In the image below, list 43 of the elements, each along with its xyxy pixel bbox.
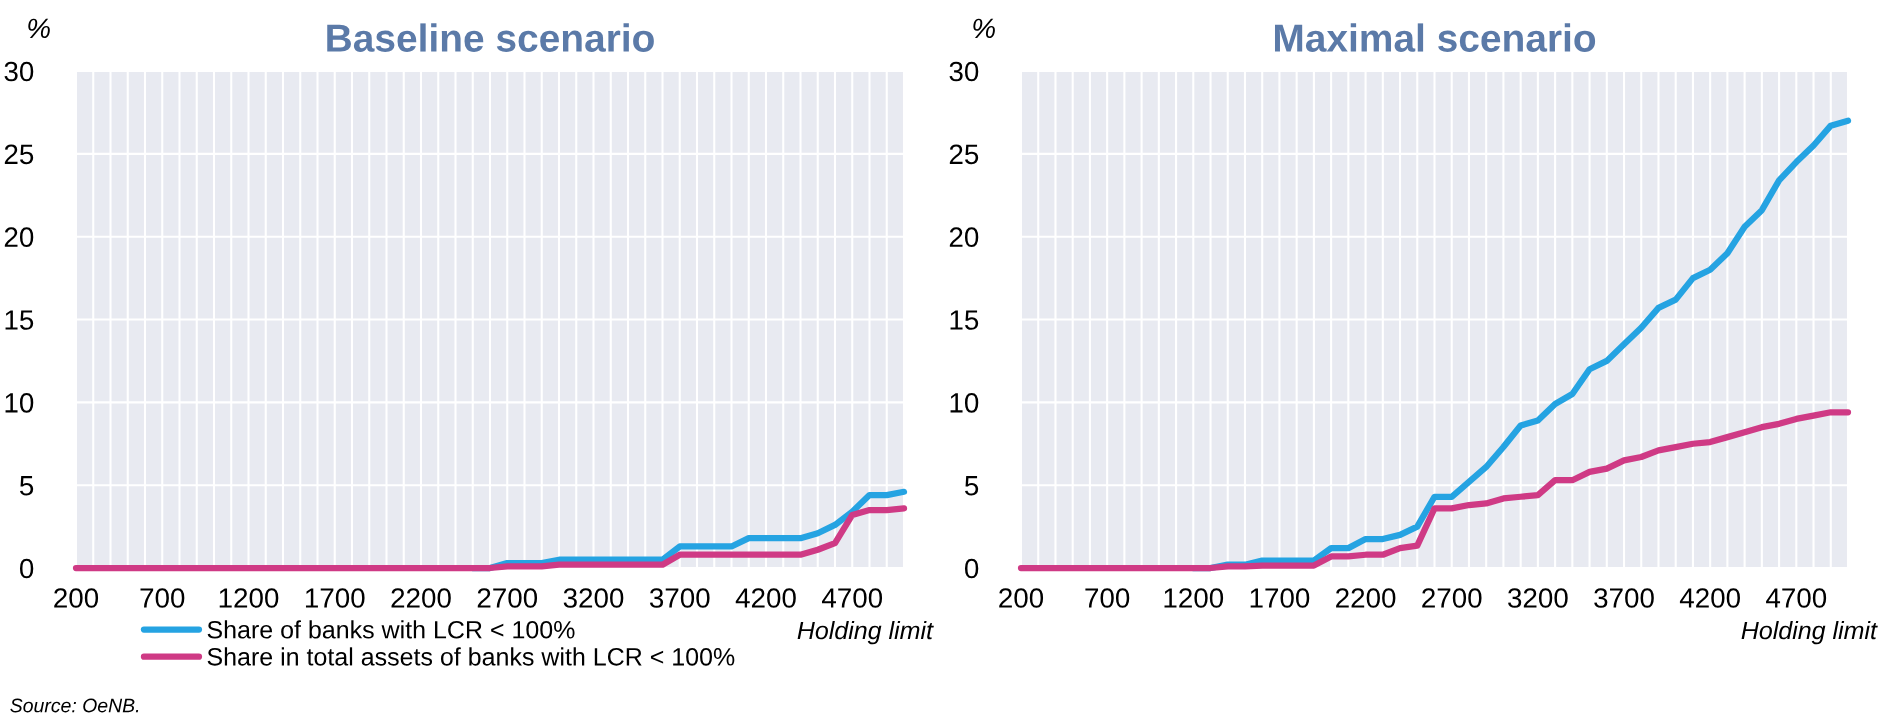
y-tick-label: 20 [4,227,34,248]
y-tick-label: 15 [950,310,979,330]
y-tick-label: 25 [949,144,979,165]
x-tick-label: 4700 [821,588,883,608]
x-tick-label: 3200 [563,588,624,608]
x-tick-label: 700 [1085,588,1130,608]
x-tick-label: 2200 [391,588,451,608]
y-tick-label: 10 [5,393,34,413]
y-tick-label: 30 [4,61,34,82]
y-tick-label: 5 [965,476,979,496]
x-tick-label: 4700 [1766,588,1827,608]
chart-title: Maximal scenario [1274,23,1596,52]
x-tick-label: 200 [999,588,1044,608]
y-axis-title: % [28,18,50,39]
y-tick-label: 10 [950,393,979,413]
x-tick-label: 4200 [1679,588,1740,608]
x-tick-label: 2700 [1422,588,1482,608]
x-axis-title: Holding limit [1741,620,1878,645]
x-tick-label: 3200 [1508,588,1568,608]
y-tick-label: 0 [964,558,979,579]
y-tick-label: 20 [949,227,979,248]
x-tick-label: 1700 [1250,588,1310,608]
x-tick-label: 4200 [735,588,796,608]
x-axis-title: Holding limit [797,620,934,645]
y-tick-label: 30 [949,61,979,82]
x-tick-label: 1700 [305,588,365,608]
x-tick-label: 2700 [477,588,538,608]
legend-label: Share of banks with LCR < 100% [207,620,575,639]
x-tick-label: 700 [140,588,185,608]
x-tick-label: 3700 [649,588,710,608]
source-note: Source: OeNB. [10,698,139,713]
x-tick-label: 200 [54,588,99,608]
y-axis-title: % [973,18,995,39]
y-tick-label: 5 [20,476,34,496]
x-tick-label: 2200 [1336,588,1396,608]
y-tick-label: 25 [4,144,34,165]
x-tick-label: 1200 [219,588,279,608]
chart-title: Baseline scenario [327,23,654,52]
x-tick-label: 3700 [1594,588,1654,608]
x-tick-label: 1200 [1164,588,1224,608]
y-tick-label: 15 [5,310,34,330]
y-tick-label: 0 [19,558,34,579]
legend-label: Share in total assets of banks with LCR < 100% [207,647,735,666]
